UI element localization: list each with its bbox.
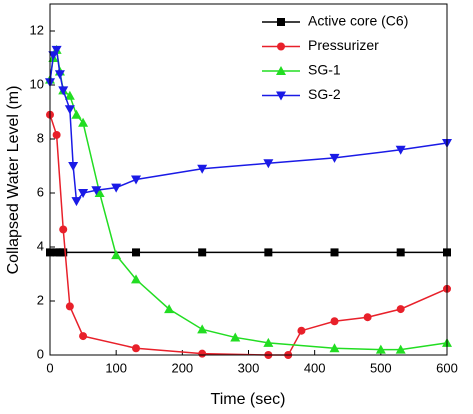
marker: [395, 344, 406, 354]
marker: [276, 66, 286, 75]
marker: [297, 326, 306, 335]
marker: [111, 183, 122, 193]
marker: [197, 324, 208, 334]
marker: [198, 248, 207, 257]
y-tick-label: 2: [37, 292, 44, 307]
legend-text: Active core (C6): [308, 13, 408, 29]
marker: [58, 86, 69, 96]
legend-text: SG-1: [308, 62, 341, 78]
legend-text: SG-2: [308, 86, 341, 102]
marker: [71, 109, 82, 119]
y-tick-label: 12: [30, 22, 44, 37]
y-tick-label: 10: [30, 76, 44, 91]
y-tick-label: 8: [37, 130, 44, 145]
marker: [277, 42, 285, 51]
marker: [51, 45, 62, 55]
marker: [78, 117, 89, 127]
marker: [263, 159, 274, 169]
x-tick-label: 400: [304, 360, 326, 375]
marker: [64, 105, 75, 115]
y-axis-label: Collapsed Water Level (m): [5, 86, 22, 275]
marker: [277, 18, 285, 26]
marker: [363, 313, 372, 322]
marker: [131, 175, 142, 185]
marker: [276, 91, 286, 101]
marker: [132, 344, 141, 353]
marker: [375, 344, 386, 354]
x-tick-label: 0: [46, 360, 53, 375]
y-tick-label: 6: [37, 184, 44, 199]
marker: [94, 188, 105, 197]
marker: [330, 248, 339, 257]
y-tick-label: 0: [37, 346, 44, 361]
x-tick-label: 200: [171, 360, 193, 375]
marker: [71, 197, 82, 207]
x-tick-label: 500: [370, 360, 392, 375]
marker: [78, 189, 89, 198]
x-tick-label: 100: [105, 360, 127, 375]
marker: [132, 248, 141, 257]
marker: [59, 248, 68, 257]
marker: [264, 248, 273, 257]
marker: [91, 186, 102, 196]
marker: [68, 162, 79, 171]
marker: [330, 317, 339, 326]
marker: [263, 337, 274, 347]
series-line: [49, 114, 448, 356]
marker: [52, 130, 61, 139]
plot-frame: [49, 3, 448, 356]
marker: [164, 304, 175, 314]
marker: [329, 153, 340, 163]
marker: [64, 90, 75, 100]
marker: [131, 274, 142, 284]
marker: [59, 225, 68, 234]
marker: [396, 305, 405, 314]
marker: [395, 145, 406, 155]
series-line: [49, 47, 448, 351]
marker: [79, 332, 88, 341]
series-line: [49, 47, 448, 203]
marker: [329, 343, 340, 353]
marker: [111, 250, 122, 260]
marker: [396, 248, 405, 257]
x-axis-label: Time (sec): [211, 391, 286, 408]
x-tick-label: 300: [238, 360, 260, 375]
marker: [198, 349, 207, 358]
legend-text: Pressurizer: [308, 37, 379, 53]
marker: [65, 302, 74, 311]
marker: [54, 70, 65, 80]
marker: [197, 164, 208, 174]
y-tick-label: 4: [37, 238, 44, 253]
marker: [230, 332, 241, 342]
marker: [48, 51, 59, 61]
x-tick-label: 600: [436, 360, 458, 375]
